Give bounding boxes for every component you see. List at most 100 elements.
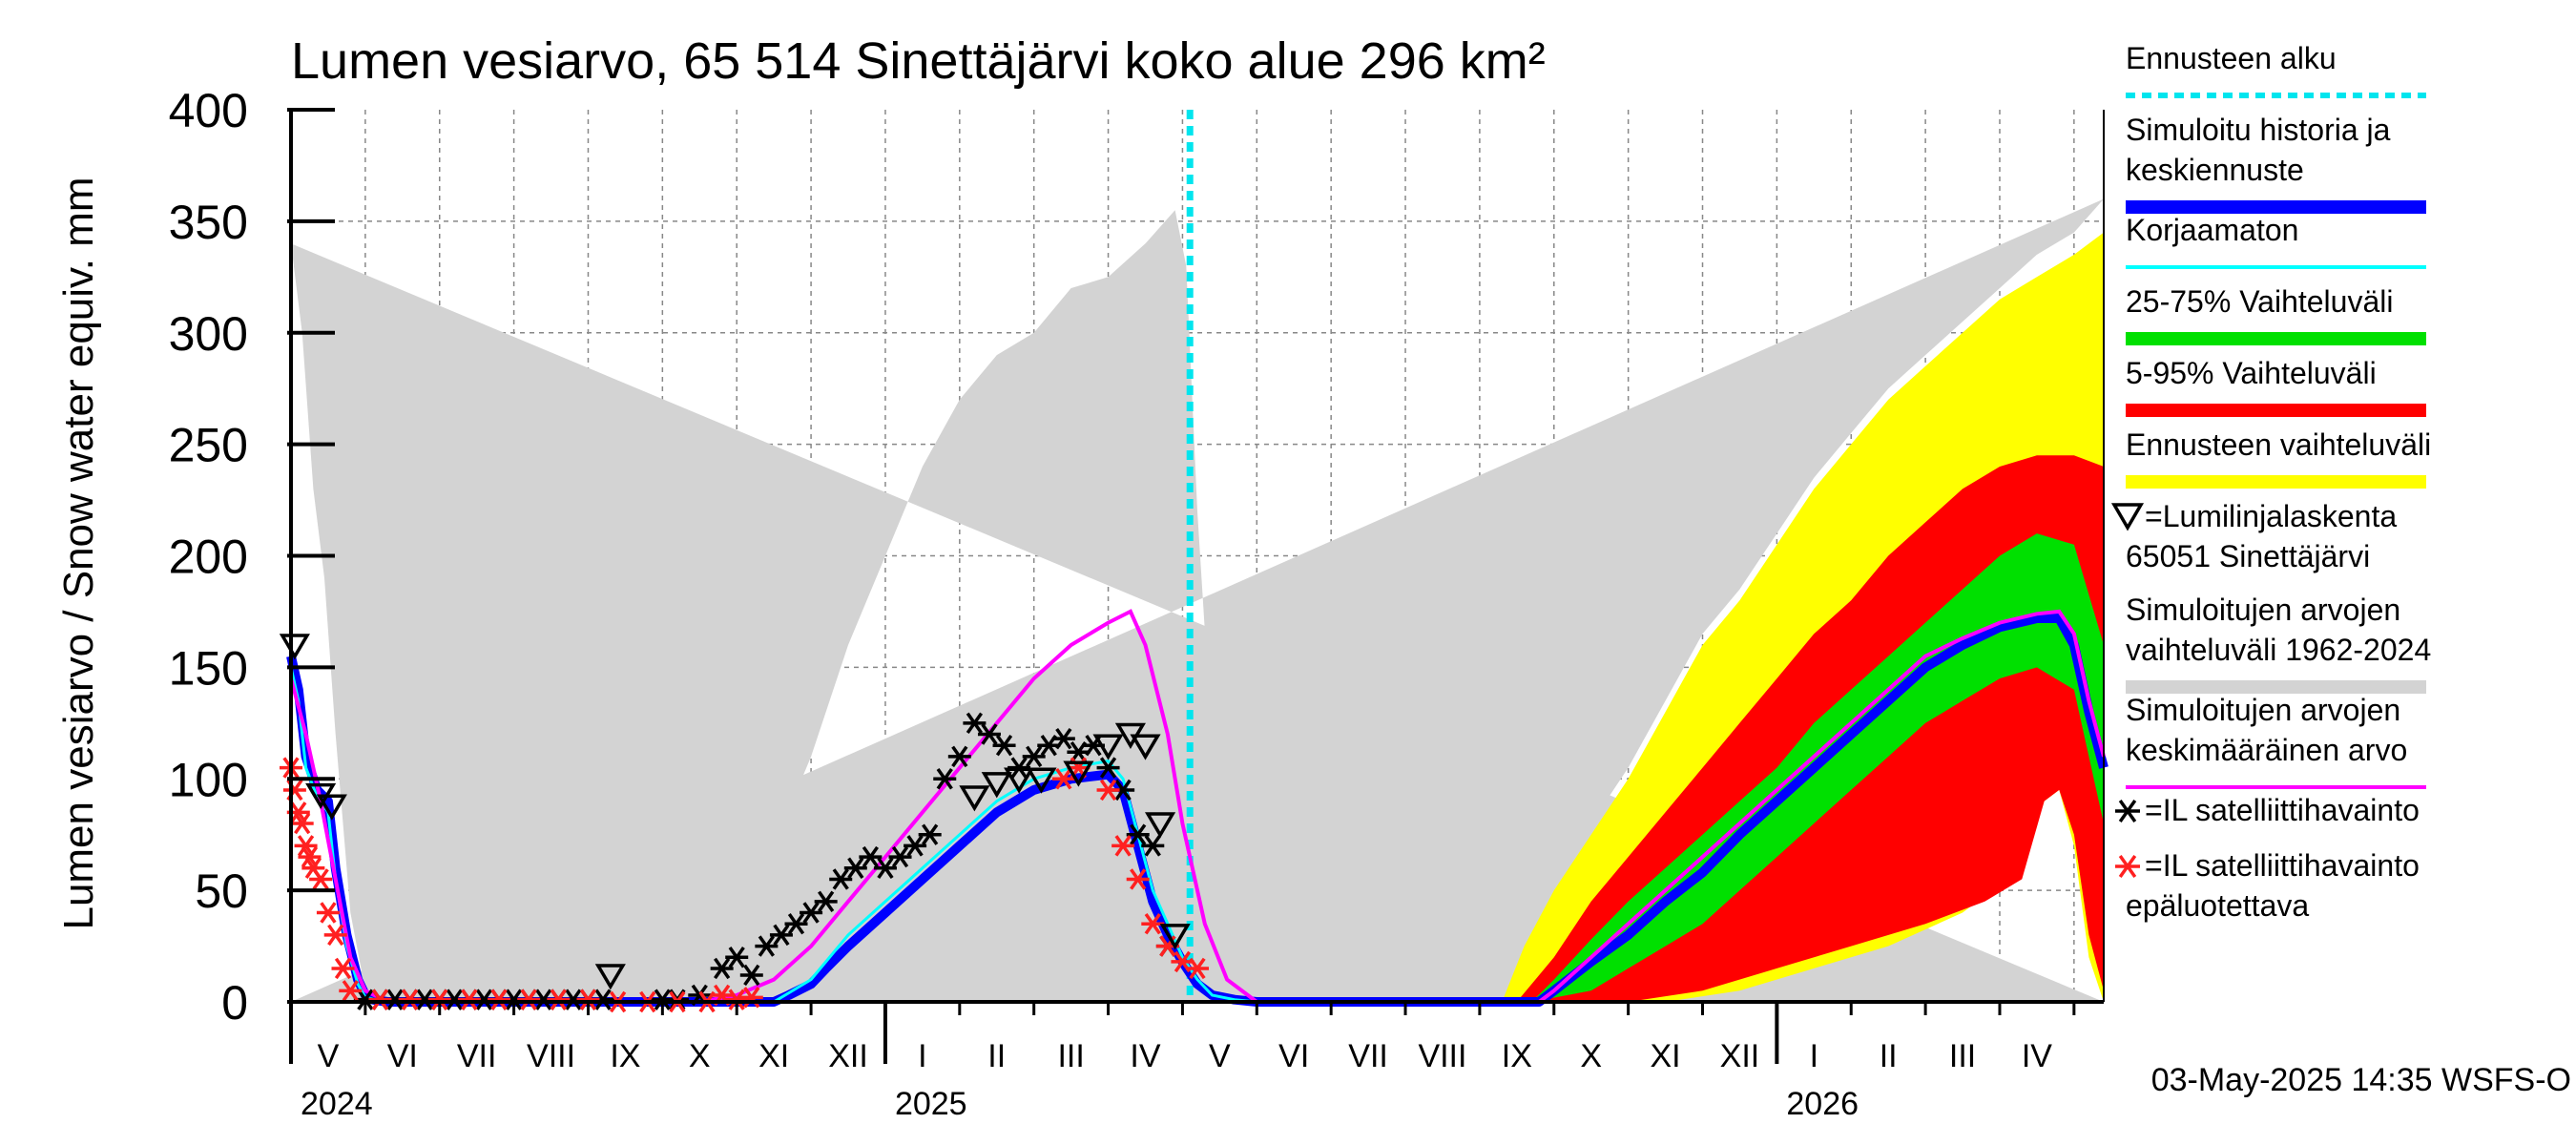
- unreliable-satellite-point-stroke: [1144, 912, 1161, 935]
- satellite-observation-point-stroke: [995, 734, 1013, 757]
- satellite-observation-point-stroke: [787, 912, 805, 935]
- legend-label: Ennusteen vaihteluväli: [2126, 427, 2431, 462]
- historical-range-area: [291, 198, 2104, 1002]
- unreliable-satellite-point: [331, 957, 355, 980]
- unreliable-satellite-point-stroke: [520, 989, 537, 1010]
- satellite-observation-point: [1051, 727, 1075, 750]
- unreliable-satellite-point-stroke: [431, 989, 448, 1010]
- satellite-observation-point-stroke: [847, 857, 864, 879]
- satellite-observation-point-stroke: [818, 890, 835, 913]
- legend-item: =IL satelliittihavainto: [2115, 793, 2420, 827]
- legend-label: Simuloitu historia ja: [2126, 113, 2391, 147]
- unreliable-satellite-point-stroke: [342, 980, 359, 1002]
- snow-course-point: [1130, 734, 1161, 760]
- month-label: VIII: [527, 1038, 575, 1074]
- satellite-observation-point-stroke: [891, 845, 909, 868]
- y-tick-label: 50: [195, 864, 248, 918]
- legend-label: Korjaamaton: [2126, 213, 2298, 247]
- unreliable-satellite-point: [427, 989, 451, 1010]
- month-label: IX: [1502, 1038, 1532, 1074]
- unreliable-satellite-point-stroke: [371, 989, 389, 1010]
- unreliable-satellite-point: [290, 812, 314, 835]
- satellite-observation-point: [963, 712, 987, 735]
- month-label: IV: [2022, 1038, 2052, 1074]
- satellite-observation-point-stroke: [773, 924, 790, 947]
- snow-course-point: [1026, 767, 1057, 794]
- satellite-observation-point-stroke: [1099, 757, 1117, 779]
- satellite-observation-point: [918, 823, 942, 845]
- satellite-observation-point: [873, 857, 897, 879]
- month-label: X: [1580, 1038, 1602, 1074]
- satellite-observation-point: [1096, 757, 1120, 779]
- unreliable-satellite-point: [457, 989, 481, 1010]
- legend-item: Simuloitu historia ja keskiennuste: [2126, 113, 2426, 214]
- unreliable-satellite-point-stroke: [301, 845, 319, 868]
- legend-swatch-stroke: [2118, 854, 2137, 879]
- legend-item: =Lumilinjalaskenta 65051 Sinettäjärvi: [2110, 499, 2397, 573]
- snow-course-point: [1063, 760, 1094, 787]
- satellite-observation-point-stroke: [565, 989, 582, 1010]
- month-label: II: [1880, 1038, 1898, 1074]
- legend-item: Ennusteen alku: [2126, 41, 2426, 98]
- month-label: VII: [1348, 1038, 1388, 1074]
- satellite-observation-point-stroke: [357, 989, 374, 1010]
- satellite-observation-point: [814, 890, 838, 913]
- unreliable-satellite-point-stroke: [490, 989, 508, 1010]
- month-label: I: [918, 1038, 926, 1074]
- unreliable-satellite-point: [725, 989, 749, 1010]
- snow-course-point: [981, 772, 1012, 799]
- satellite-observation-point: [904, 835, 927, 857]
- unreliable-satellite-point-stroke: [312, 868, 329, 890]
- satellite-observation-point-stroke: [416, 989, 433, 1010]
- satellite-observation-point-stroke: [654, 989, 671, 1010]
- month-label: X: [689, 1038, 711, 1074]
- unreliable-satellite-point-stroke: [1055, 768, 1072, 790]
- year-label: 2025: [895, 1086, 967, 1122]
- satellite-observation-point: [888, 845, 912, 868]
- legend-label-line2: epäluotettava: [2126, 888, 2309, 923]
- legend-label-line2: 65051 Sinettäjärvi: [2126, 539, 2370, 573]
- snow-course-point: [594, 964, 626, 990]
- footer-timestamp: 03-May-2025 14:35 WSFS-O: [2151, 1062, 2571, 1098]
- unreliable-satellite-point-stroke: [401, 989, 419, 1010]
- satellite-observation-point-stroke: [1130, 823, 1147, 845]
- legend-label: Simuloitujen arvojen: [2126, 593, 2400, 627]
- y-tick-label: 0: [221, 976, 248, 1030]
- unreliable-satellite-point: [368, 989, 392, 1010]
- unreliable-satellite-point: [294, 835, 318, 857]
- satellite-observation-point: [710, 957, 734, 980]
- snow-course-point: [1159, 924, 1191, 950]
- unreliable-satellite-point: [1096, 779, 1120, 802]
- satellite-observation-point-stroke: [936, 768, 953, 790]
- legend-label: Simuloitujen arvojen: [2126, 693, 2400, 727]
- mean-line: [289, 609, 2106, 1004]
- satellite-observation-point: [1126, 823, 1150, 845]
- satellite-observation-point-stroke: [386, 989, 404, 1010]
- satellite-observation-point-stroke: [1144, 835, 1161, 857]
- satellite-observation-point: [829, 868, 853, 890]
- unreliable-satellite-point-stroke: [743, 987, 760, 1009]
- satellite-observation-point: [977, 723, 1001, 745]
- satellite-observation-point-stroke: [728, 947, 745, 968]
- legend-label: 5-95% Vaihteluväli: [2126, 356, 2377, 390]
- satellite-observation-point: [859, 845, 883, 868]
- satellite-observation-point-stroke: [758, 935, 775, 957]
- legend-label-line2: vaihteluväli 1962-2024: [2126, 633, 2431, 667]
- legend-label: Ennusteen alku: [2126, 41, 2337, 75]
- month-label: XII: [1720, 1038, 1760, 1074]
- unreliable-satellite-point: [488, 989, 511, 1010]
- satellite-observation-point: [739, 964, 763, 987]
- unreliable-satellite-point-stroke: [290, 802, 307, 823]
- month-label: VI: [1278, 1038, 1309, 1074]
- unreliable-satellite-point-stroke: [1114, 835, 1132, 857]
- satellite-observation-point-stroke: [832, 868, 849, 890]
- y-tick-label: 200: [169, 531, 248, 584]
- unreliable-satellite-point: [298, 845, 322, 868]
- chart-title: Lumen vesiarvo, 65 514 Sinettäjärvi koko…: [291, 32, 1546, 90]
- unreliable-satellite-point: [517, 989, 541, 1010]
- month-label: XI: [1651, 1038, 1681, 1074]
- month-label: V: [1209, 1038, 1231, 1074]
- satellite-observation-point-stroke: [981, 723, 998, 745]
- month-label: I: [1810, 1038, 1818, 1074]
